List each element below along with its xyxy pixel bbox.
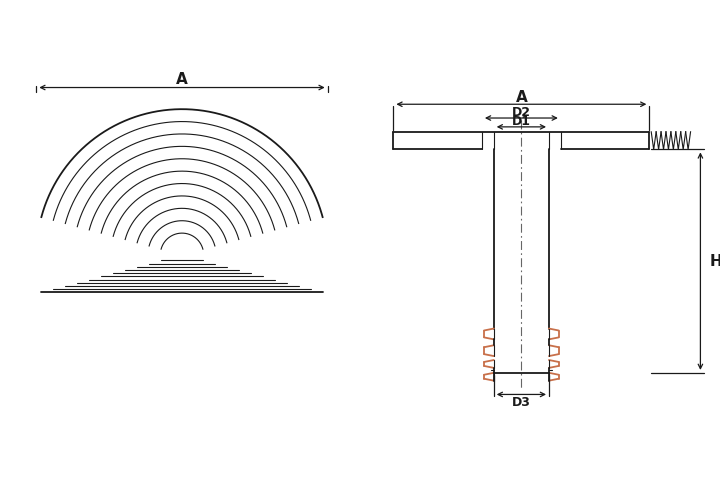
Text: D2: D2	[512, 106, 531, 119]
Text: D1: D1	[512, 116, 531, 129]
Text: A: A	[516, 90, 527, 105]
Text: A: A	[176, 72, 188, 87]
Text: D3: D3	[512, 396, 531, 409]
Text: H: H	[709, 253, 720, 269]
